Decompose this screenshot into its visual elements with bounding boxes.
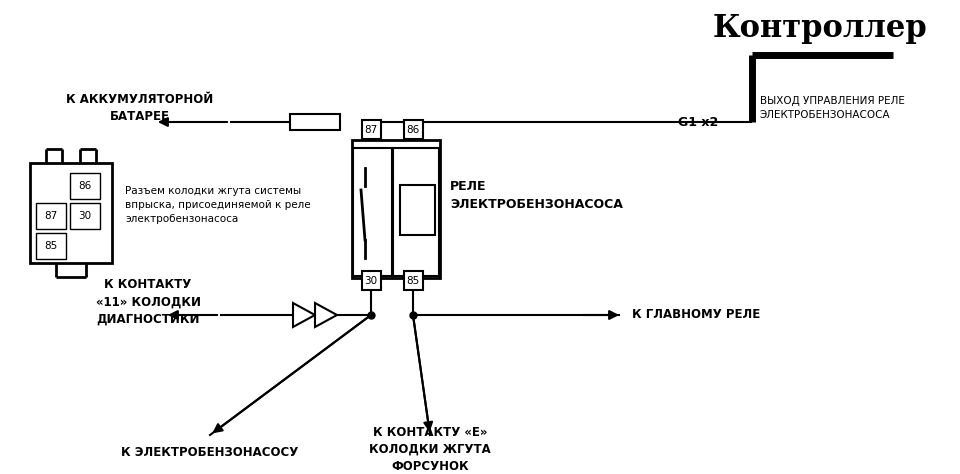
Bar [30,163,112,263]
Text: 85: 85 [44,241,58,251]
Bar [290,114,340,130]
Text: РЕЛЕ
ЭЛЕКТРОБЕНЗОНАСОСА: РЕЛЕ ЭЛЕКТРОБЕНЗОНАСОСА [450,180,623,210]
Bar [70,173,100,199]
Bar [36,203,66,229]
Text: К АККУМУЛЯТОРНОЙ
БАТАРЕЕ: К АККУМУЛЯТОРНОЙ БАТАРЕЕ [66,93,214,123]
Bar [352,140,440,278]
Text: 30: 30 [365,276,377,286]
Polygon shape [293,303,315,327]
Text: К ГЛАВНОМУ РЕЛЕ: К ГЛАВНОМУ РЕЛЕ [632,309,760,321]
Bar [362,120,381,139]
Bar [400,185,435,235]
Bar [404,120,423,139]
Bar [362,271,381,290]
Text: 86: 86 [79,181,91,191]
Text: К КОНТАКТУ «Е»
КОЛОДКИ ЖГУТА
ФОРСУНОК: К КОНТАКТУ «Е» КОЛОДКИ ЖГУТА ФОРСУНОК [370,426,491,473]
Text: 86: 86 [406,125,420,135]
Text: 85: 85 [406,276,420,286]
Text: К КОНТАКТУ
«11» КОЛОДКИ
ДИАГНОСТИКИ: К КОНТАКТУ «11» КОЛОДКИ ДИАГНОСТИКИ [95,279,201,326]
Bar [393,148,439,276]
Bar [353,148,392,276]
Text: К ЭЛЕКТРОБЕНЗОНАСОСУ: К ЭЛЕКТРОБЕНЗОНАСОСУ [121,446,299,458]
Text: Контроллер: Контроллер [712,12,927,44]
Bar [404,271,423,290]
Text: 30: 30 [79,211,91,221]
Text: G1 x2: G1 x2 [678,116,718,128]
Text: 87: 87 [44,211,58,221]
Text: ВЫХОД УПРАВЛЕНИЯ РЕЛЕ
ЭЛЕКТРОБЕНЗОНАСОСА: ВЫХОД УПРАВЛЕНИЯ РЕЛЕ ЭЛЕКТРОБЕНЗОНАСОСА [760,96,905,119]
Polygon shape [315,303,337,327]
Text: 87: 87 [365,125,377,135]
Bar [70,203,100,229]
Text: Разъем колодки жгута системы
впрыска, присоединяемой к реле
электробензонасоса: Разъем колодки жгута системы впрыска, пр… [125,186,311,224]
Bar [36,233,66,259]
